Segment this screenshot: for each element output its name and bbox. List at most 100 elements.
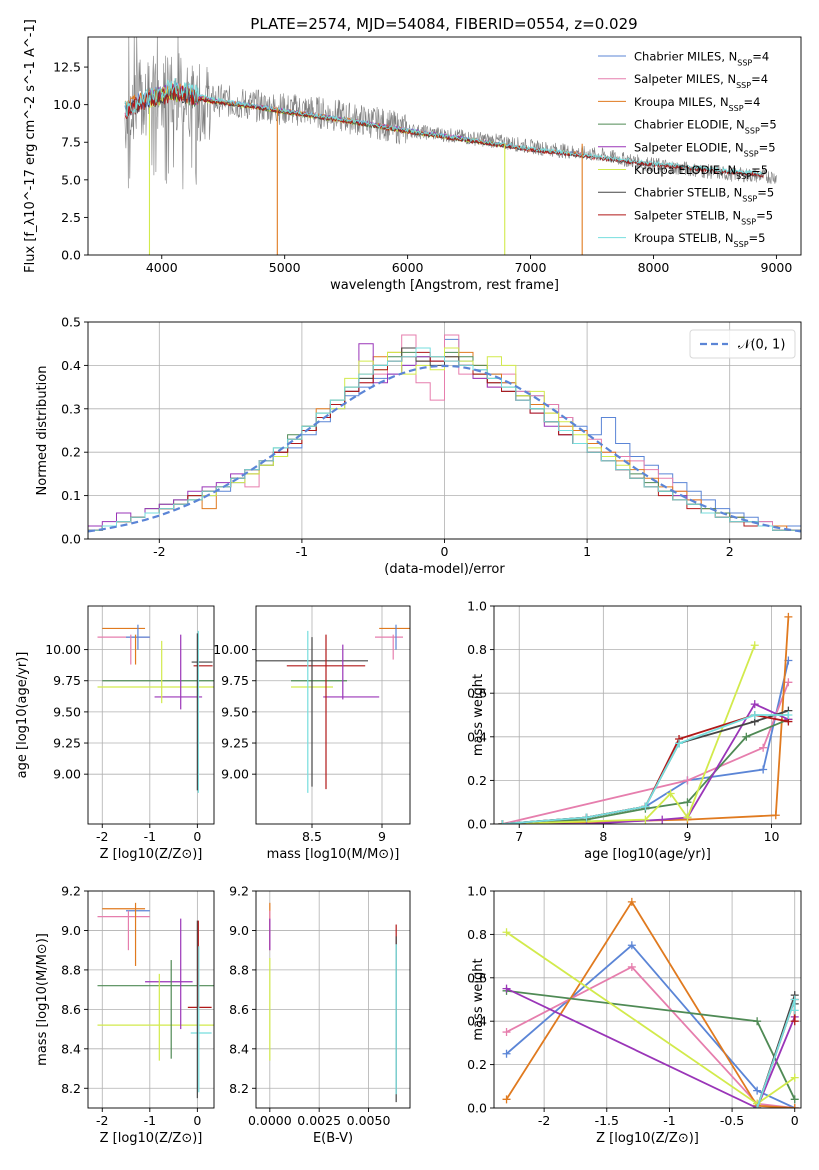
weight-line-4: [506, 987, 796, 1108]
y-tick-label: 9.50: [53, 704, 81, 719]
weight-line-1: [506, 965, 795, 1108]
x-axis-label: (data-model)/error: [384, 562, 505, 577]
legend-nssp: =4: [752, 50, 769, 64]
y-tick-label: 9.25: [53, 736, 81, 751]
x-axis-label: mass [log10(M/M⊙)]: [267, 847, 400, 862]
x-tick-label: -1: [144, 829, 156, 844]
legend-label-text: Kroupa ELODIE, N: [634, 163, 736, 177]
plot-area: [88, 334, 801, 539]
axes-frame: [87, 36, 802, 256]
panel-2: -2 -1 0 1 2 0.0 0.1 0.2 0.3 0.4 0.5 (data-model)/er…: [35, 315, 802, 577]
y-tick-label: 8.8: [61, 962, 81, 977]
legend-subscript: SSP: [734, 240, 749, 249]
y-tick-label: 0.4: [61, 358, 81, 373]
panel-8: -2 -1.5 -1 -0.5 0 0.0 0.2 0.4 0.6 0.8 1.0 Z [log10(…: [467, 884, 802, 1146]
x-tick-label: -2: [538, 1113, 550, 1128]
plot-area: [269, 902, 397, 1103]
legend-label: Chabrier STELIB, NSSP=5: [634, 186, 774, 204]
grid: [88, 606, 214, 824]
ticks: 8.5 9 9.00 9.25 9.50 9.75 10.00: [213, 642, 386, 844]
legend-subscript: SSP: [742, 194, 757, 203]
x-axis-label: Z [log10(Z/Z⊙)]: [596, 1131, 699, 1146]
x-tick-label: 8.5: [302, 829, 322, 844]
y-axis-label: Flux [f_λ10^-17 erg cm^-2 s^-1 A^-1]: [23, 19, 38, 273]
data-spectrum-line: [124, 37, 777, 190]
legend-nssp: =5: [756, 208, 773, 222]
legend-nssp: =4: [751, 72, 768, 86]
x-tick-label: -1.5: [595, 1113, 619, 1128]
weight-line-5: [502, 644, 756, 824]
weight-marker: [627, 962, 636, 971]
x-tick-label: -0.5: [720, 1113, 744, 1128]
y-tick-label: 7.5: [61, 135, 81, 150]
legend-label-text: Salpeter STELIB, N: [634, 208, 741, 222]
x-axis-label: Z [log10(Z/Z⊙)]: [100, 847, 203, 862]
weight-marker: [750, 641, 759, 650]
x-tick-label: 4000: [146, 260, 178, 275]
y-tick-label: 9.0: [61, 923, 81, 938]
x-tick-label: 9: [683, 829, 691, 844]
y-tick-label: 0.0: [467, 817, 487, 832]
weight-marker: [675, 739, 684, 748]
normal-curve: [88, 364, 801, 533]
panel-3: -2 -1 0 9.00 9.25 9.50 9.75 10.00 Z [log10(Z/Z⊙)…: [15, 605, 215, 862]
weight-marker: [658, 815, 667, 824]
x-tick-label: 0.0000: [248, 1113, 292, 1128]
legend-label-text: Kroupa STELIB, N: [634, 231, 734, 245]
y-tick-label: 0.5: [61, 315, 81, 330]
ticks: -2 -1 0 8.2 8.4 8.6 8.8 9.0 9.2: [61, 884, 201, 1129]
y-tick-label: 8.8: [229, 962, 249, 977]
legend-label-text: Kroupa MILES, N: [634, 95, 729, 109]
plot-area: [498, 612, 793, 824]
legend-label: Chabrier MILES, NSSP=4: [634, 50, 769, 68]
weight-marker: [502, 1049, 511, 1058]
panel-1: 4000 5000 6000 7000 8000 9000 0.0 2.5 5.0 7.5 10.0…: [23, 19, 802, 293]
x-tick-label: 2: [726, 544, 734, 559]
y-tick-label: 9.25: [221, 736, 249, 751]
y-tick-label: 8.6: [229, 1002, 249, 1017]
y-tick-label: 8.2: [61, 1081, 81, 1096]
y-tick-label: 0.0: [61, 248, 81, 263]
panel-5: 7 8 9 10 0.0 0.2 0.4 0.6 0.8 1.0 age [log10(age/yr…: [467, 599, 802, 862]
y-tick-label: 9.2: [61, 884, 81, 899]
x-axis-label: Z [log10(Z/Z⊙)]: [100, 1131, 203, 1146]
legend-label: Kroupa ELODIE, NSSP=5: [634, 163, 768, 181]
grid: [256, 890, 410, 1108]
y-axis-label: mass weight: [471, 958, 486, 1040]
weight-marker: [759, 765, 768, 774]
y-tick-label: 9.00: [53, 767, 81, 782]
legend-subscript: SSP: [745, 126, 760, 135]
ticks: 4000 5000 6000 7000 8000 9000 0.0 2.5 5.0 7.5 10.0…: [53, 60, 792, 275]
y-tick-label: 0.8: [467, 927, 487, 942]
legend-nssp: =5: [751, 163, 768, 177]
ticks: -2 -1 0 9.00 9.25 9.50 9.75 10.00: [45, 642, 201, 844]
legend-subscript: SSP: [744, 149, 759, 158]
weight-marker: [784, 678, 793, 687]
y-tick-label: 0.2: [467, 1057, 487, 1072]
weight-marker: [666, 789, 675, 798]
weight-marker: [790, 1017, 799, 1026]
x-axis-label: wavelength [Angstrom, rest frame]: [330, 278, 559, 293]
weight-marker: [742, 732, 751, 741]
y-tick-label: 0.2: [61, 445, 81, 460]
x-tick-label: 0.0025: [297, 1113, 341, 1128]
weight-marker: [502, 928, 511, 937]
y-tick-label: 9.2: [229, 884, 249, 899]
y-tick-label: 0.8: [467, 642, 487, 657]
y-axis-label: mass [log10(M/M⊙)]: [35, 933, 50, 1066]
weight-marker: [771, 811, 780, 820]
weight-marker: [753, 1086, 762, 1095]
y-tick-label: 0.1: [61, 488, 81, 503]
y-axis-label: age [log10(age/yr)]: [15, 652, 30, 779]
x-tick-label: -1: [144, 1113, 156, 1128]
y-tick-label: 0.4: [467, 1014, 487, 1029]
y-tick-label: 9.50: [221, 704, 249, 719]
weight-marker: [790, 1006, 799, 1015]
weight-line-2: [505, 900, 795, 1108]
x-tick-label: 7000: [515, 260, 547, 275]
x-axis-label: age [log10(age/yr)]: [584, 847, 711, 862]
x-tick-label: 8000: [638, 260, 670, 275]
legend-subscript: SSP: [741, 217, 756, 226]
legend-subscript: SSP: [736, 81, 751, 90]
x-tick-label: 7: [515, 829, 523, 844]
